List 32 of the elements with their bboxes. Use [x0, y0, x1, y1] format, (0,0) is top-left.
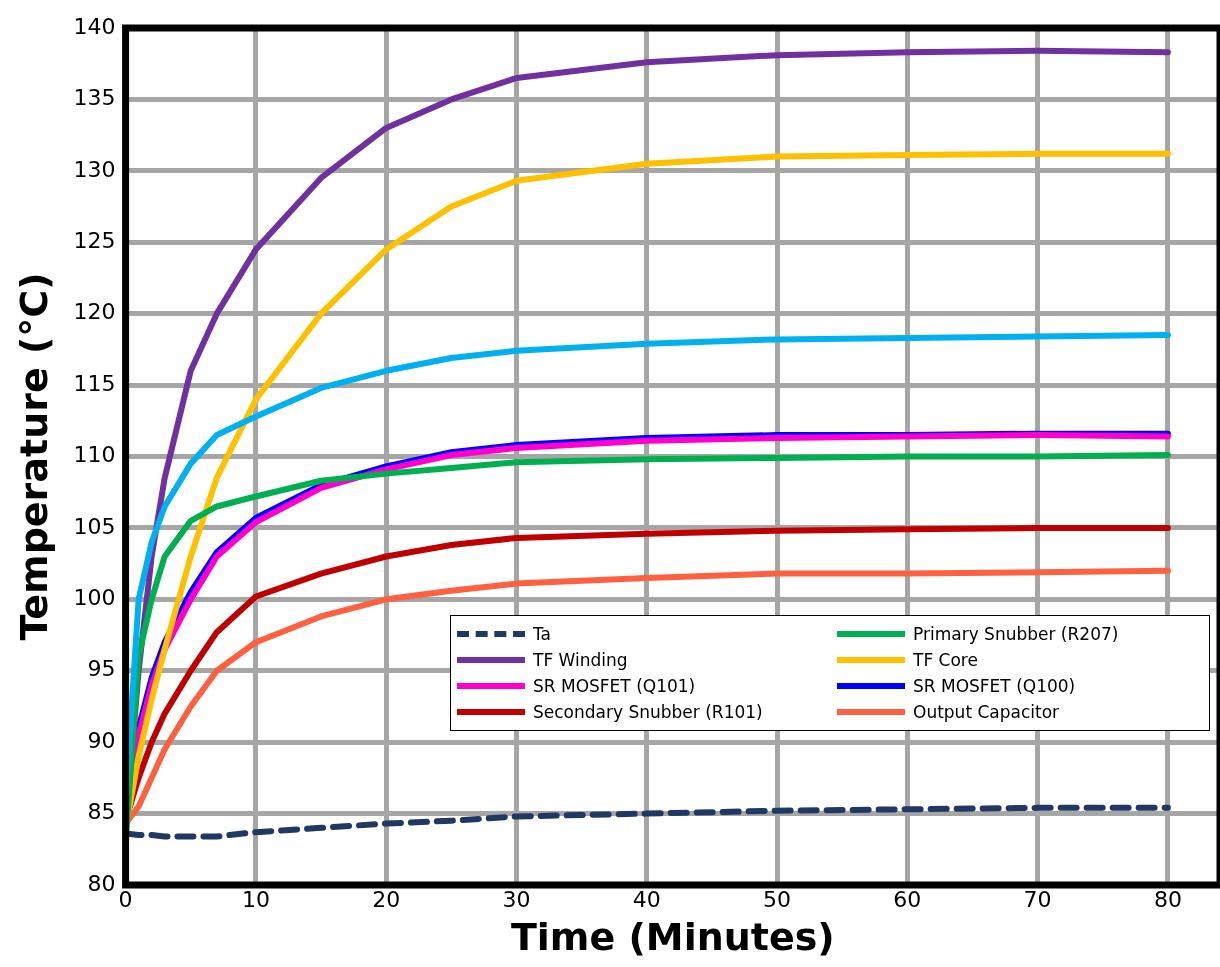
x-tick-label: 80	[1153, 886, 1182, 912]
x-tick-label: 10	[241, 886, 270, 912]
y-tick-label: 100	[73, 585, 116, 611]
legend-label: Ta	[533, 624, 551, 644]
x-tick-label: 70	[1023, 886, 1052, 912]
legend-label: TF Core	[913, 650, 978, 670]
y-tick-label: 115	[73, 370, 116, 396]
legend-label: Secondary Snubber (R101)	[533, 702, 763, 722]
legend-label: Output Capacitor	[913, 702, 1060, 722]
y-tick-label: 110	[73, 442, 116, 468]
y-tick-label: 140	[73, 13, 116, 39]
y-tick-label: 80	[87, 870, 116, 896]
x-tick-label: 60	[893, 886, 922, 912]
legend-label: TF Winding	[533, 650, 628, 670]
x-tick-label: 0	[118, 886, 133, 912]
y-tick-label: 105	[73, 513, 116, 539]
legend-label: Primary Snubber (R207)	[913, 624, 1119, 644]
legend-label: SR MOSFET (Q101)	[533, 676, 696, 696]
y-tick-label: 95	[87, 656, 116, 682]
x-axis-title: Time (Minutes)	[510, 915, 835, 960]
y-tick-label: 120	[73, 299, 116, 325]
x-tick-label: 20	[372, 886, 401, 912]
y-axis-title: Temperature (°C)	[11, 272, 56, 641]
y-tick-label: 85	[87, 799, 116, 825]
x-tick-label: 50	[763, 886, 792, 912]
x-tick-label: 40	[632, 886, 661, 912]
y-tick-label: 125	[73, 227, 116, 253]
y-tick-label: 90	[87, 727, 116, 753]
legend-label: SR MOSFET (Q100)	[913, 676, 1076, 696]
y-tick-label: 135	[73, 85, 116, 111]
y-tick-label: 130	[73, 156, 116, 182]
x-tick-label: 30	[502, 886, 531, 912]
